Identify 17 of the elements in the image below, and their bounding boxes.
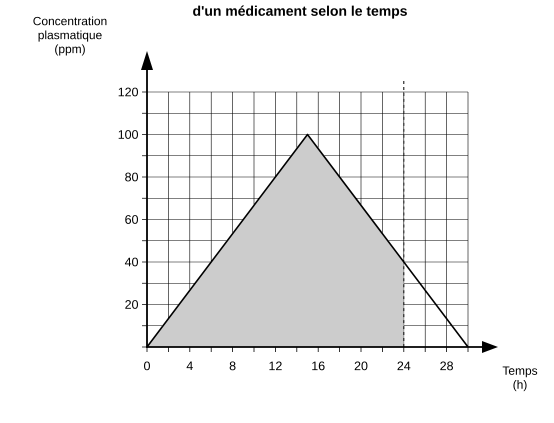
y-tick-label: 40 [124, 258, 138, 266]
x-tick-label: 28 [440, 361, 453, 370]
y-tick-label: 100 [118, 130, 138, 139]
x-tick-label: 24 [398, 361, 410, 370]
y-tick-label: 20 [125, 300, 138, 309]
x-tick-label: 20 [354, 361, 368, 370]
x-tick-label: 12 [269, 361, 282, 370]
chart-title: d'un médicament selon le temps [193, 6, 407, 19]
y-axis-title: Concentration plasmatique (ppm) [33, 16, 106, 56]
x-tick-label: 0 [144, 361, 150, 370]
y-tick-label: 120 [118, 88, 138, 96]
y-tick-label: 80 [125, 172, 138, 182]
x-tick-label: 4 [186, 361, 193, 370]
x-axis-title: Temps (h) [502, 366, 538, 392]
y-tick-label: 60 [125, 215, 138, 224]
x-tick-label: 16 [312, 361, 325, 370]
x-tick-label: 8 [230, 361, 236, 370]
